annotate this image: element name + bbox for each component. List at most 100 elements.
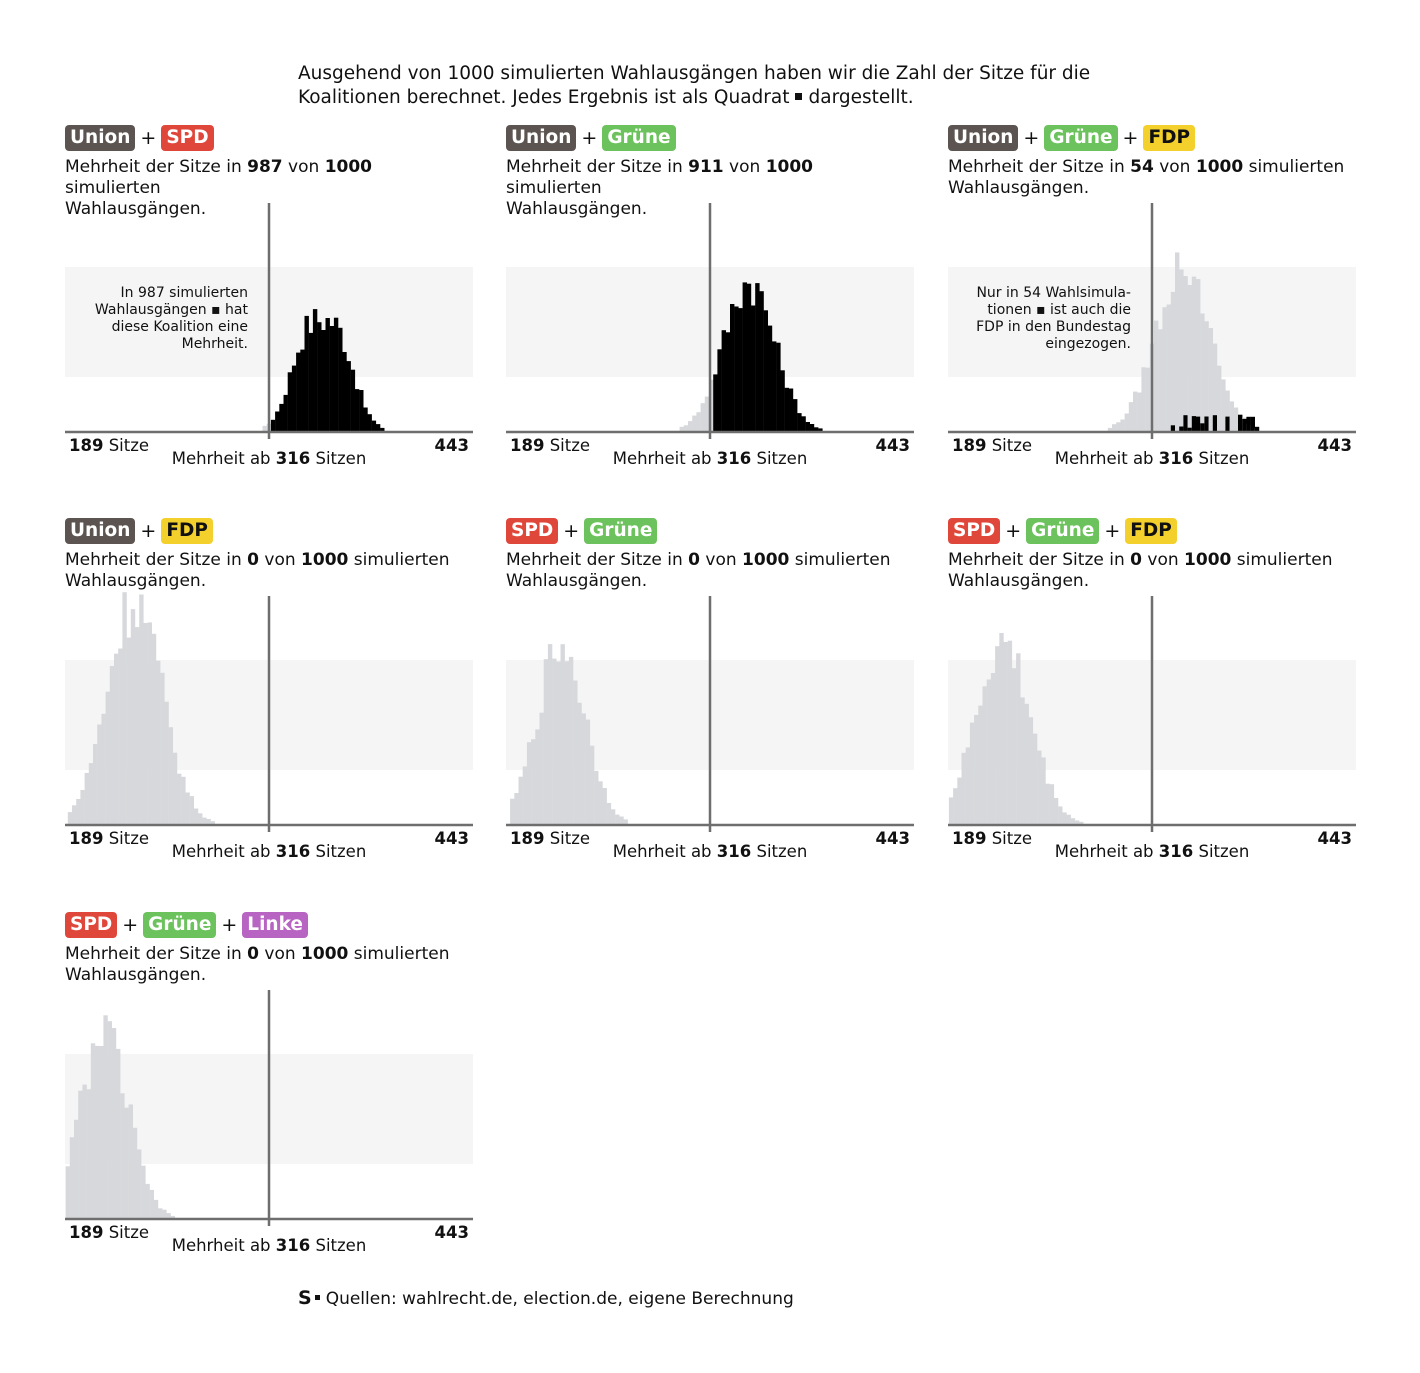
histogram-bar xyxy=(683,425,689,432)
histogram-bar xyxy=(312,309,318,432)
histogram-bar xyxy=(145,1183,150,1219)
total-count: 1000 xyxy=(1184,550,1232,570)
histogram-bar xyxy=(166,1213,171,1219)
x-min-label: 189 Sitze xyxy=(69,829,149,848)
plus-sign: + xyxy=(1023,127,1040,149)
histogram-bar xyxy=(1128,402,1134,432)
histogram-bar xyxy=(116,1048,121,1219)
majority-count: 0 xyxy=(247,944,259,964)
desc-prefix: Mehrheit der Sitze in xyxy=(948,550,1131,570)
x-max-label: 443 xyxy=(435,436,469,455)
histogram-bar xyxy=(158,1208,163,1219)
histogram-bar xyxy=(1162,307,1167,432)
histogram-bar-fdp xyxy=(1187,427,1192,432)
desc-line-2: Wahlausgängen. xyxy=(65,199,207,219)
coalition-description: Mehrheit der Sitze in 54 von 1000 simuli… xyxy=(948,157,1348,199)
histogram-bar xyxy=(986,679,992,825)
histogram-chart: 189 Sitze 443 Mehrheit ab 316 Sitzen xyxy=(65,592,473,861)
histogram-bar xyxy=(210,821,215,825)
histogram-bar xyxy=(560,644,565,825)
desc-mid: von xyxy=(723,157,766,177)
histogram-bar xyxy=(317,322,322,432)
party-badge: Union xyxy=(506,125,577,151)
histogram-chart: 189 Sitze 443 Mehrheit ab 316 Sitzen In 987… xyxy=(65,203,473,468)
histogram-bar xyxy=(1124,413,1129,432)
desc-suffix: simulierten xyxy=(348,944,450,964)
coalition-panel: SPD + Grüne Mehrheit der Sitze in 0 von 100… xyxy=(506,518,916,898)
histogram-bar xyxy=(730,304,735,432)
histogram-bar-fdp xyxy=(1225,416,1230,432)
annotation-line: Mehrheit. xyxy=(182,336,248,352)
histogram-bar-fdp xyxy=(1200,423,1205,432)
histogram-bar xyxy=(1175,252,1180,432)
histogram-bar xyxy=(1141,367,1146,432)
histogram-bar xyxy=(137,1149,142,1219)
histogram-bar xyxy=(185,792,190,825)
annotation-line: Wahlausgängen ▪ hat xyxy=(95,302,249,318)
histogram-bar-fdp xyxy=(1204,416,1209,432)
desc-mid: von xyxy=(699,550,743,570)
histogram-bar xyxy=(124,1107,129,1219)
coalition-description: Mehrheit der Sitze in 0 von 1000 simulie… xyxy=(65,944,465,986)
majority-label: Mehrheit ab 316 Sitzen xyxy=(613,842,808,861)
x-max-label: 443 xyxy=(876,829,910,848)
annotation-line: In 987 simulierten xyxy=(121,285,248,301)
histogram-bar xyxy=(380,427,385,432)
histogram-bar xyxy=(333,317,339,432)
histogram-bar xyxy=(375,424,381,432)
total-count: 1000 xyxy=(742,550,790,570)
histogram-bar xyxy=(1179,269,1184,432)
coalition-panel: SPD + Grüne + FDP Mehrheit der Sitze in 0 von… xyxy=(948,518,1358,898)
party-badge: Grüne xyxy=(1044,125,1118,151)
source-line: S Quellen: wahlrecht.de, election.de, eig… xyxy=(298,1287,794,1310)
party-badge: Grüne xyxy=(143,912,217,938)
histogram-bar xyxy=(153,1199,159,1219)
histogram-bar xyxy=(1120,419,1125,432)
intro-line-2: Koalitionen berechnet. Jedes Ergebnis is… xyxy=(298,86,1098,110)
histogram-bar xyxy=(86,1089,91,1219)
majority-count: 0 xyxy=(688,550,700,570)
histogram-bar xyxy=(170,1215,175,1219)
histogram-bar xyxy=(514,793,519,825)
histogram-chart: 189 Sitze 443 Mehrheit ab 316 Sitzen xyxy=(506,203,914,468)
coalition-panel: Union + SPD Mehrheit der Sitze in 987 von 1… xyxy=(65,125,475,505)
coalition-description: Mehrheit der Sitze in 987 von 1000 simul… xyxy=(65,157,465,220)
histogram-bar xyxy=(606,803,612,825)
histogram-bar xyxy=(122,592,127,825)
histogram-bar xyxy=(147,622,152,825)
desc-line-2: Wahlausgängen. xyxy=(65,965,207,985)
histogram-bar xyxy=(128,1104,133,1219)
majority-label: Mehrheit ab 316 Sitzen xyxy=(172,842,367,861)
histogram-bar xyxy=(1074,820,1080,825)
party-badge: Union xyxy=(65,518,136,544)
histogram-bar xyxy=(130,609,136,825)
histogram-bar xyxy=(1037,750,1042,825)
histogram-bar xyxy=(974,714,979,825)
histogram-bar xyxy=(338,327,343,432)
desc-suffix: simulierten xyxy=(1231,550,1333,570)
plus-sign: + xyxy=(122,914,139,936)
histogram-bar xyxy=(999,633,1004,825)
histogram-bar xyxy=(97,724,102,825)
histogram-bar xyxy=(725,332,731,432)
intro-text: Ausgehend von 1000 simulierten Wahlausgä… xyxy=(298,62,1098,110)
histogram-bar xyxy=(325,318,330,432)
histogram-bar xyxy=(90,1043,96,1219)
coalition-title: Union + FDP xyxy=(65,518,213,544)
total-count: 1000 xyxy=(301,550,349,570)
histogram-bar xyxy=(543,659,549,825)
coalition-description: Mehrheit der Sitze in 911 von 1000 simul… xyxy=(506,157,906,220)
histogram-bar xyxy=(367,414,372,432)
intro-line-1: Ausgehend von 1000 simulierten Wahlausgä… xyxy=(298,63,1091,84)
desc-prefix: Mehrheit der Sitze in xyxy=(65,944,248,964)
histogram-bar xyxy=(742,282,747,432)
coalition-description: Mehrheit der Sitze in 0 von 1000 simulie… xyxy=(948,550,1348,592)
histogram-bar xyxy=(1003,642,1008,825)
histogram-bar xyxy=(126,637,131,825)
histogram-chart: 189 Sitze 443 Mehrheit ab 316 Sitzen xyxy=(65,990,473,1255)
plus-sign: + xyxy=(140,127,157,149)
coalition-description: Mehrheit der Sitze in 0 von 1000 simulie… xyxy=(506,550,906,592)
x-min-label: 189 Sitze xyxy=(952,436,1032,455)
